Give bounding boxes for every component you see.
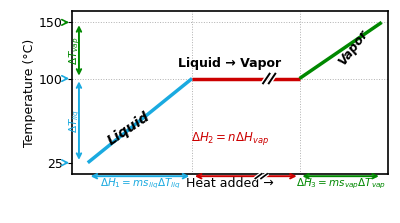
Text: $\Delta T_{\mathit{vap}}$: $\Delta T_{\mathit{vap}}$: [67, 36, 82, 65]
Text: Liquid → Vapor: Liquid → Vapor: [178, 56, 282, 70]
Text: Liquid: Liquid: [105, 110, 153, 148]
Text: $\Delta H_2 = n\Delta H_{\mathit{vap}}$: $\Delta H_2 = n\Delta H_{\mathit{vap}}$: [191, 130, 269, 147]
Text: Vapor: Vapor: [336, 28, 371, 68]
Text: $\Delta H_1 = ms_{\mathit{liq}}\Delta T_{\mathit{liq}}$: $\Delta H_1 = ms_{\mathit{liq}}\Delta T_…: [100, 177, 180, 191]
Y-axis label: Temperature (°C): Temperature (°C): [23, 38, 36, 147]
X-axis label: Heat added →: Heat added →: [186, 177, 274, 190]
Text: $\Delta H_3= ms_{\mathit{vap}}\Delta T_{\mathit{vap}}$: $\Delta H_3= ms_{\mathit{vap}}\Delta T_{…: [296, 177, 386, 191]
Text: $\Delta T_{\mathit{liq}}$: $\Delta T_{\mathit{liq}}$: [67, 109, 82, 133]
